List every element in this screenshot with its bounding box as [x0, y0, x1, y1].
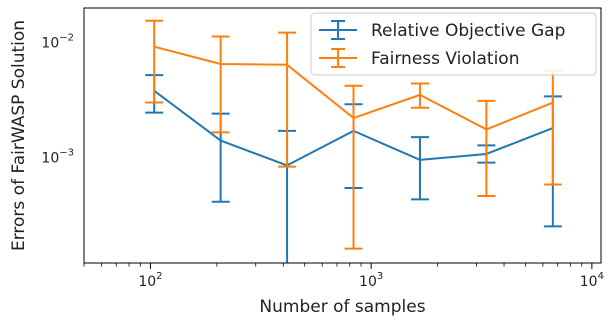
x-tick-label-1: 103: [359, 271, 383, 290]
legend-box: [310, 12, 597, 76]
y-tick-label-0: 10−3: [41, 147, 74, 166]
x-tick-label-2: 104: [580, 271, 604, 290]
y-tick-base: 10: [41, 36, 59, 52]
y-tick-exp: −2: [59, 33, 74, 44]
series-line-1: [153, 45, 554, 131]
x-tick-base: 10: [359, 274, 377, 290]
plot-layer: [145, 19, 562, 263]
series-1: [145, 19, 562, 250]
y-tick-label-1: 10−2: [41, 33, 74, 52]
y-axis-label: Errors of FairWASP Solution: [9, 20, 29, 251]
plot-frame: [83, 7, 602, 264]
x-tick-label-0: 102: [138, 271, 162, 290]
y-tick-base: 10: [41, 150, 59, 166]
x-tick-exp: 2: [156, 271, 162, 282]
x-tick-exp: 4: [598, 271, 604, 282]
legend: Relative Objective Gap Fairness Violation: [310, 12, 597, 76]
x-tick-exp: 3: [377, 271, 383, 282]
legend-label-1: Fairness Violation: [371, 49, 519, 69]
x-tick-base: 10: [138, 274, 156, 290]
x-tick-base: 10: [580, 274, 598, 290]
x-axis-label: Number of samples: [259, 297, 425, 317]
legend-label-0: Relative Objective Gap: [371, 21, 565, 41]
y-tick-exp: −3: [59, 147, 74, 158]
